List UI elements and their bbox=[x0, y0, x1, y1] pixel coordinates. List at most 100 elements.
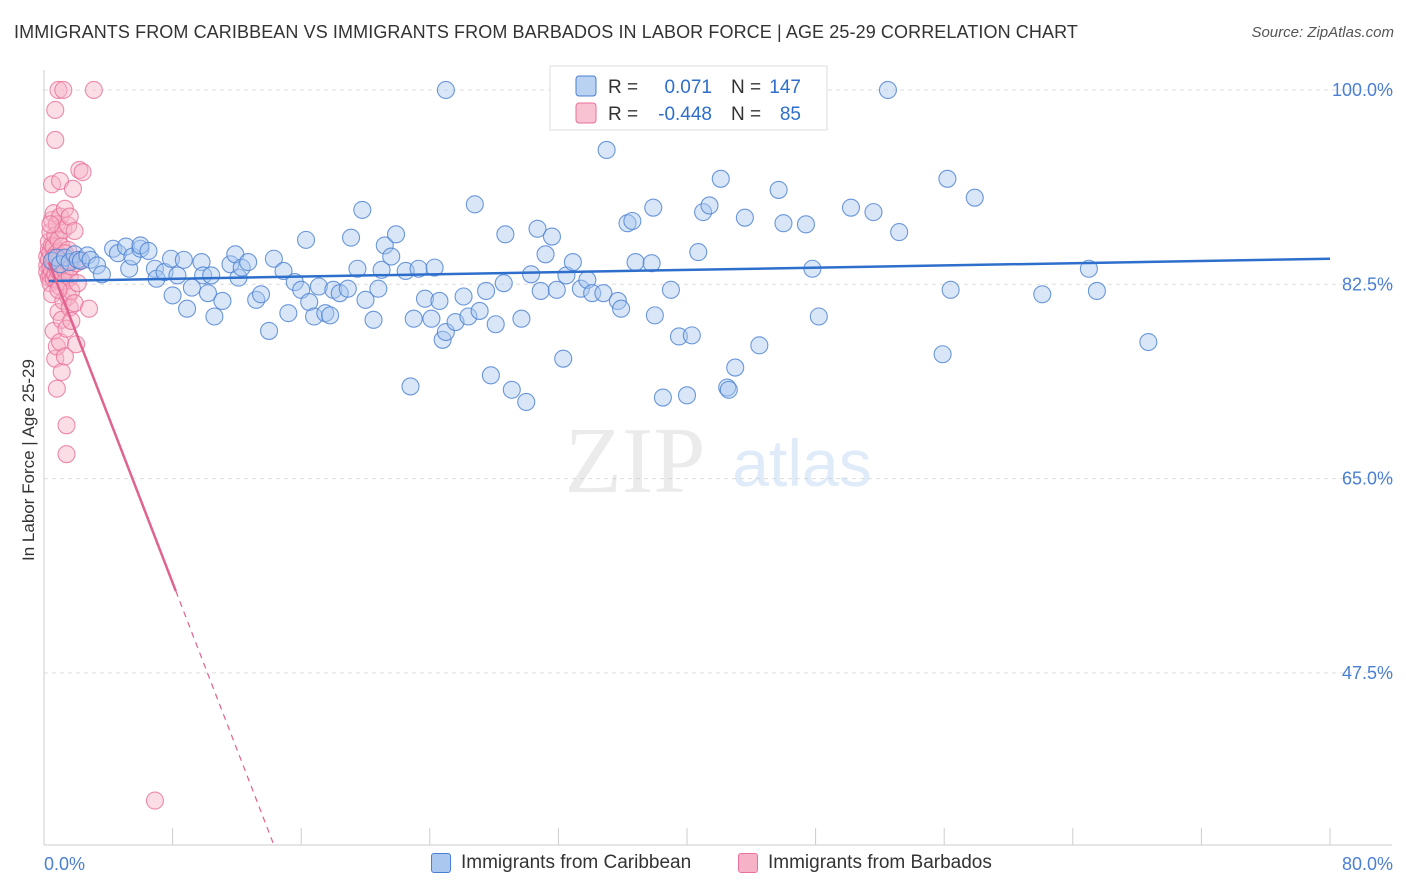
axes bbox=[43, 70, 1392, 846]
caribbean-point bbox=[259, 321, 279, 340]
barbados-trend-line bbox=[47, 261, 177, 592]
trend-lines bbox=[47, 257, 1331, 846]
caribbean-point bbox=[796, 215, 816, 234]
caribbean-point bbox=[163, 286, 182, 305]
caribbean-point bbox=[404, 309, 423, 328]
caribbean-point bbox=[168, 266, 187, 285]
caribbean-point bbox=[296, 230, 316, 249]
y-axis-title: In Labor Force | Age 25-29 bbox=[19, 359, 38, 561]
barbados-point bbox=[54, 80, 73, 100]
barbados-point bbox=[73, 163, 92, 182]
barbados-point bbox=[65, 221, 84, 241]
caribbean-point bbox=[682, 326, 701, 345]
caribbean-point bbox=[279, 304, 298, 323]
legend-pink-r-label: R = bbox=[608, 104, 638, 125]
legend-blue-r-value: 0.071 bbox=[664, 77, 712, 98]
caribbean-point bbox=[316, 304, 335, 323]
caribbean-trend-line bbox=[48, 257, 1331, 283]
caribbean-point bbox=[192, 253, 211, 272]
legend-item-barbados: Immigrants from Barbados bbox=[738, 852, 992, 874]
barbados-trend-line-extension bbox=[175, 590, 275, 846]
caribbean-point bbox=[769, 180, 788, 199]
x-tick-label: 80.0% bbox=[1342, 854, 1393, 874]
caribbean-point bbox=[348, 259, 367, 278]
barbados-point bbox=[46, 100, 65, 120]
barbados-point bbox=[60, 207, 79, 226]
caribbean-point bbox=[401, 377, 420, 396]
source-label: Source: ZipAtlas.com bbox=[1251, 24, 1394, 41]
barbados-point bbox=[41, 215, 60, 234]
caribbean-point bbox=[178, 299, 197, 318]
caribbean-point bbox=[528, 219, 547, 238]
caribbean-point bbox=[677, 386, 697, 405]
caribbean-point bbox=[251, 285, 271, 304]
caribbean-point bbox=[711, 169, 730, 188]
legend-swatch-caribbean bbox=[431, 853, 451, 873]
caribbean-point bbox=[933, 345, 952, 364]
barbados-point bbox=[57, 416, 76, 435]
caribbean-point bbox=[626, 253, 645, 272]
barbados-point bbox=[52, 362, 71, 382]
legend-blue-n-value: 147 bbox=[769, 77, 801, 98]
legend-swatch-blue bbox=[575, 75, 597, 97]
caribbean-point bbox=[1087, 281, 1106, 301]
caribbean-point bbox=[644, 198, 663, 217]
caribbean-point bbox=[571, 279, 590, 298]
caribbean-point bbox=[382, 247, 401, 266]
caribbean-point bbox=[247, 290, 266, 309]
caribbean-point bbox=[542, 227, 562, 246]
caribbean-point bbox=[774, 214, 793, 233]
stats-legend: R = 0.071 N = 147 R = -0.448 N = 85 bbox=[549, 65, 828, 131]
caribbean-points bbox=[42, 80, 1158, 412]
legend-label-barbados: Immigrants from Barbados bbox=[768, 852, 992, 873]
caribbean-point bbox=[321, 306, 340, 325]
caribbean-point bbox=[594, 284, 613, 303]
caribbean-point bbox=[864, 203, 883, 222]
x-tick-labels: 0.0% 80.0% bbox=[44, 854, 1393, 874]
caribbean-point bbox=[454, 287, 473, 306]
barbados-point bbox=[47, 379, 66, 398]
caribbean-point bbox=[198, 284, 218, 303]
caribbean-point bbox=[305, 307, 324, 326]
caribbean-point bbox=[264, 249, 283, 268]
caribbean-point bbox=[239, 253, 258, 272]
caribbean-point bbox=[369, 279, 388, 298]
barbados-point bbox=[46, 130, 65, 149]
caribbean-point bbox=[422, 309, 441, 328]
barbados-point bbox=[70, 160, 89, 179]
barbados-points bbox=[38, 80, 164, 810]
barbados-point bbox=[55, 347, 74, 366]
caribbean-point bbox=[213, 291, 232, 310]
caribbean-point bbox=[645, 306, 664, 325]
caribbean-point bbox=[841, 198, 861, 217]
caribbean-point bbox=[409, 259, 428, 278]
legend-swatch-barbados bbox=[738, 853, 758, 873]
barbados-point bbox=[57, 445, 76, 464]
caribbean-point bbox=[139, 241, 158, 261]
caribbean-point bbox=[356, 290, 375, 309]
caribbean-point bbox=[965, 188, 984, 207]
barbados-point bbox=[63, 179, 82, 198]
caribbean-point bbox=[309, 277, 328, 296]
y-tick-label: 65.0% bbox=[1342, 469, 1393, 489]
legend-item-caribbean: Immigrants from Caribbean bbox=[431, 852, 691, 874]
y-tick-labels: 47.5% 65.0% 82.5% 100.0% bbox=[1332, 80, 1393, 683]
caribbean-point bbox=[274, 261, 293, 281]
chart-title: IMMIGRANTS FROM CARIBBEAN VS IMMIGRANTS … bbox=[14, 22, 1078, 42]
caribbean-point bbox=[522, 265, 541, 284]
caribbean-point bbox=[642, 254, 661, 273]
caribbean-point bbox=[941, 280, 960, 299]
caribbean-point bbox=[809, 307, 828, 326]
caribbean-point bbox=[415, 289, 435, 308]
caribbean-point bbox=[719, 380, 738, 399]
caribbean-point bbox=[338, 279, 357, 298]
caribbean-point bbox=[486, 315, 505, 334]
caribbean-point bbox=[669, 327, 689, 346]
caribbean-point bbox=[221, 255, 240, 274]
caribbean-point bbox=[65, 245, 84, 264]
caribbean-point bbox=[517, 392, 536, 412]
barbados-point bbox=[84, 80, 103, 100]
caribbean-point bbox=[735, 208, 754, 227]
watermark-atlas: atlas bbox=[732, 426, 871, 500]
legend-pink-n-label: N = bbox=[731, 104, 761, 125]
